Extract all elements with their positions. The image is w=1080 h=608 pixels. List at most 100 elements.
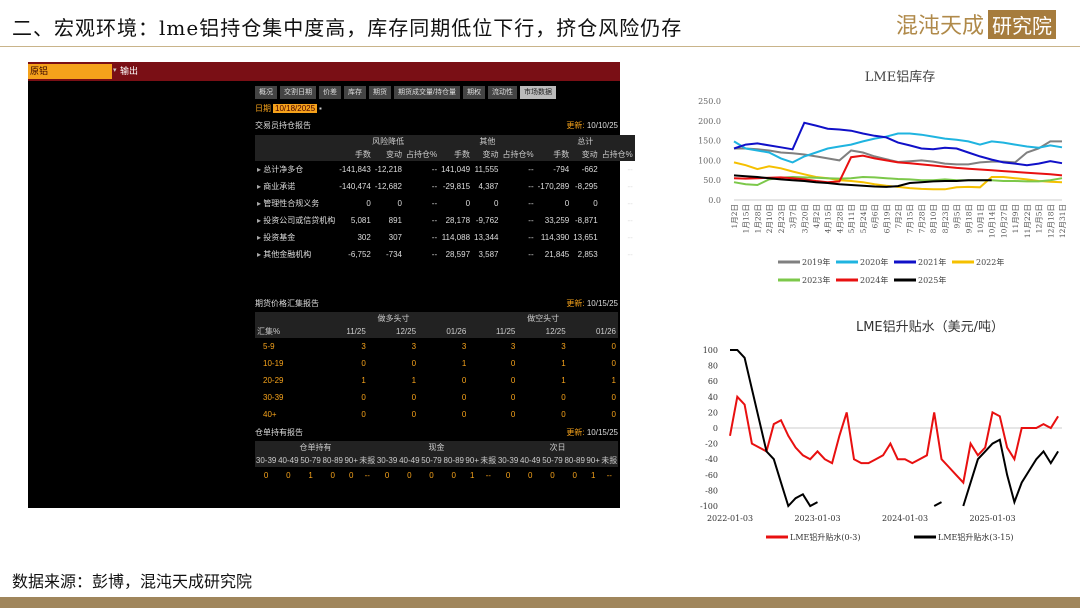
logo: 混沌天成 研究院 (896, 8, 1056, 40)
x-tick-label: 2023-01-03 (794, 514, 840, 523)
table-cell: 13,651 (573, 233, 598, 242)
x-tick-label: 2月23日 (777, 204, 786, 233)
table-cell: 0 (465, 199, 471, 208)
cot-row[interactable]: ▸ 投资公司或信贷机构 5,081 891 -- 28,178 -9,762 -- 33,25… (255, 212, 635, 229)
table-cell: -734 (385, 250, 402, 259)
y-tick-label: -60 (705, 471, 718, 480)
series-line-2021年 (733, 121, 1063, 167)
security-selector[interactable]: 原铝 (28, 64, 112, 79)
tab-3[interactable]: 库存 (344, 86, 366, 99)
table-cell: 0 (510, 410, 516, 419)
tab-4[interactable]: 期货 (369, 86, 391, 99)
table-cell: -- (431, 199, 438, 208)
dropdown-arrow-icon[interactable]: ▾ (113, 67, 117, 74)
table-cell: -- (431, 250, 438, 259)
x-tick-label: 9月5日 (953, 204, 962, 229)
column-header: 50-79 (541, 454, 564, 467)
x-tick-label: 2月10日 (765, 204, 774, 233)
table-cell: 0 (349, 471, 354, 480)
tab-2[interactable]: 价差 (319, 86, 341, 99)
column-header: 90+ (585, 454, 601, 467)
concentration-row: 5-9 3 3 3 3 3 0 (255, 338, 618, 355)
cot-table: 风险降低 其他 总计 手数 变动 占持仓% 手数 变动 占持仓% 手数 变动 占持仓% ▸ 总计净多仓 -… (255, 135, 635, 263)
x-tick-label: 2022-01-03 (707, 514, 753, 523)
warrants-update-label: 更新: (566, 428, 585, 437)
group-header: 做多头寸 (318, 312, 469, 325)
column-header: 占持仓% (500, 148, 536, 161)
column-header: 变动 (472, 148, 501, 161)
table-cell: 0 (461, 410, 467, 419)
warrants-update-value: 10/15/25 (586, 428, 618, 437)
corner-cell (255, 148, 338, 161)
x-tick-label: 6月6日 (871, 204, 880, 229)
row-label: ▸ 管理性合规义务 (257, 199, 320, 208)
table-cell: 0 (528, 471, 533, 480)
legend-label: 2024年 (860, 275, 888, 285)
cot-row[interactable]: ▸ 管理性合规义务 0 0 -- 0 0 -- 0 0 -- (255, 195, 635, 212)
table-cell: 0 (561, 410, 566, 419)
x-tick-label: 4月28日 (835, 204, 844, 233)
x-tick-label: 2025-01-03 (969, 514, 1015, 523)
cot-section-header: 交易员持仓报告 更新: 10/10/25 (255, 120, 618, 132)
table-cell: 0 (561, 393, 566, 402)
date-label: 日期 (255, 104, 271, 113)
tab-5[interactable]: 期货成交量/持仓量 (394, 86, 460, 99)
table-cell: 0 (593, 199, 598, 208)
table-cell: -- (627, 250, 633, 259)
group-header-row: 做多头寸 做空头寸 (255, 312, 618, 325)
x-tick-label: 12月18日 (1046, 204, 1055, 238)
table-cell: -794 (553, 165, 570, 174)
group-header: 总计 (535, 135, 635, 148)
column-header: 变动 (372, 148, 404, 161)
row-label: 30-39 (263, 393, 284, 402)
x-tick-label: 9月18日 (964, 204, 973, 233)
calendar-icon[interactable]: ▪ (319, 104, 322, 113)
row-label-text: 其他金融机构 (263, 250, 312, 259)
column-header: 40-49 (277, 454, 300, 467)
table-cell: 13,344 (474, 233, 499, 242)
tab-0[interactable]: 概况 (255, 86, 277, 99)
table-cell: 302 (357, 233, 371, 242)
row-label-text: 商业承诺 (263, 182, 296, 191)
date-input[interactable]: 10/18/2025 (273, 104, 318, 113)
table-cell: 28,597 (445, 250, 471, 259)
table-cell: 1 (308, 471, 313, 480)
table-cell: -29,815 (442, 182, 471, 191)
y-tick-label: 100.0 (698, 156, 721, 165)
table-cell: -- (431, 165, 438, 174)
cot-row[interactable]: ▸ 总计净多仓 -141,843 -12,218 -- 141,049 11,555 -- -… (255, 161, 635, 178)
table-cell: 0 (263, 471, 269, 480)
warrants-section-header: 仓单持有报告 更新: 10/15/25 (255, 427, 618, 439)
table-cell: 307 (388, 233, 402, 242)
spread-chart: -100 -80 -60 -40 -20 0 20 40 60 80 100 2022-01-03 20… (700, 346, 1062, 542)
group-header-row: 风险降低 其他 总计 (255, 135, 635, 148)
table-cell: 0 (361, 410, 366, 419)
x-tick-label: 4月15日 (824, 204, 833, 233)
tab-1[interactable]: 交割日期 (280, 86, 316, 99)
tab-7[interactable]: 流动性 (487, 86, 517, 99)
tab-6[interactable]: 期权 (462, 86, 485, 99)
table-cell: 3 (411, 342, 417, 351)
table-cell: 0 (411, 359, 417, 368)
cot-row[interactable]: ▸ 投资基金 302 307 -- 114,088 13,344 -- 114,390 13,6… (255, 229, 635, 246)
column-header: 30-39 (496, 454, 520, 467)
series-line-1 (730, 349, 1059, 508)
table-cell: -- (431, 182, 438, 191)
series-line-0 (729, 394, 1059, 485)
table-cell: 0 (611, 359, 616, 368)
cot-row[interactable]: ▸ 其他金融机构 -6,752 -734 -- 28,597 3,587 -- 21,845 2… (255, 246, 635, 263)
table-cell: 0 (564, 199, 570, 208)
column-header: 90+ (343, 454, 359, 467)
table-cell: 0 (411, 393, 417, 402)
cot-row[interactable]: ▸ 商业承诺 -140,474 -12,682 -- -29,815 4,387 -- -17… (255, 178, 635, 195)
table-cell: 0 (461, 393, 467, 402)
concentration-row: 30-39 0 0 0 0 0 0 (255, 389, 618, 406)
output-button[interactable]: 输出 (120, 66, 139, 76)
x-tick-label: 3月20日 (800, 204, 809, 233)
tab-8[interactable]: 市场数据 (519, 86, 556, 99)
column-header: 90+ (464, 454, 480, 467)
legend-label: 2019年 (802, 257, 830, 267)
series-line-2025年 (733, 174, 992, 188)
column-header: 80-89 (442, 454, 465, 467)
y-tick-label: 40 (708, 393, 718, 402)
